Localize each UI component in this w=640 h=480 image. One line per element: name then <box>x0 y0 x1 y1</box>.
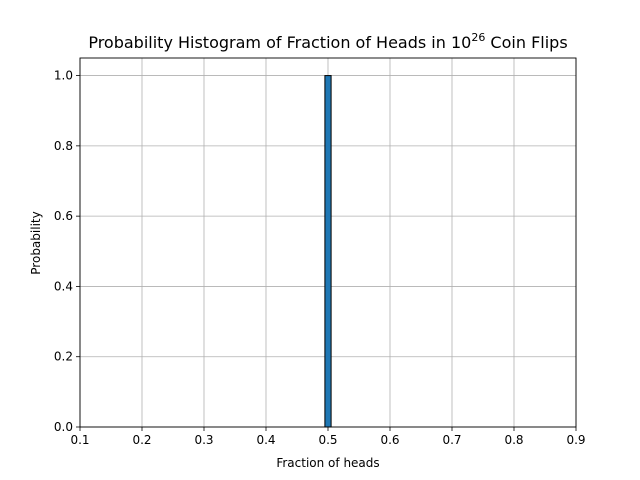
x-tick-label: 0.6 <box>380 433 399 447</box>
y-tick-label: 0.0 <box>54 420 73 434</box>
bars <box>324 75 332 428</box>
x-axis-label: Fraction of heads <box>276 456 379 470</box>
y-axis-label: Probability <box>29 211 43 274</box>
axis-ticks: 0.1 0.2 0.3 0.4 0.5 0.6 0.7 0.8 0.9 0.0 0.2 0.4 0.6 0… <box>54 69 586 447</box>
y-tick-label: 0.4 <box>54 279 73 293</box>
chart-title-suffix: Coin Flips <box>485 33 567 52</box>
x-tick-label: 0.3 <box>194 433 213 447</box>
x-tick-label: 0.2 <box>132 433 151 447</box>
chart-title: Probability Histogram of Fraction of Hea… <box>88 31 567 52</box>
x-tick-label: 0.1 <box>70 433 89 447</box>
x-tick-label: 0.7 <box>442 433 461 447</box>
y-tick-label: 0.8 <box>54 139 73 153</box>
x-tick-label: 0.9 <box>566 433 585 447</box>
chart-title-prefix: Probability Histogram of Fraction of Hea… <box>88 33 471 52</box>
chart-title-exponent: 26 <box>471 31 485 44</box>
x-tick-label: 0.5 <box>318 433 337 447</box>
y-tick-label: 1.0 <box>54 69 73 83</box>
y-tick-label: 0.6 <box>54 209 73 223</box>
histogram-bar <box>324 75 332 428</box>
y-tick-label: 0.2 <box>54 350 73 364</box>
x-tick-label: 0.4 <box>256 433 275 447</box>
x-tick-label: 0.8 <box>504 433 523 447</box>
